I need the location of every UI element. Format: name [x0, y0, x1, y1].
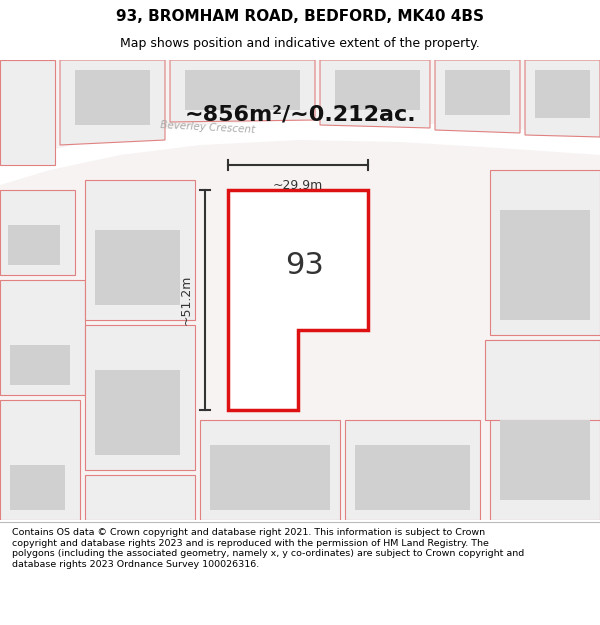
Polygon shape [320, 60, 430, 128]
Polygon shape [95, 230, 180, 305]
Text: ~51.2m: ~51.2m [180, 275, 193, 325]
Polygon shape [435, 60, 520, 133]
Polygon shape [10, 345, 70, 385]
Polygon shape [170, 60, 315, 122]
Polygon shape [490, 170, 600, 335]
Polygon shape [355, 445, 470, 510]
Polygon shape [500, 420, 590, 500]
Polygon shape [0, 60, 55, 165]
Polygon shape [75, 70, 150, 125]
Polygon shape [525, 60, 600, 137]
Polygon shape [445, 70, 510, 115]
Polygon shape [200, 420, 340, 520]
Polygon shape [95, 370, 180, 455]
Polygon shape [85, 325, 195, 470]
Text: Contains OS data © Crown copyright and database right 2021. This information is : Contains OS data © Crown copyright and d… [12, 528, 524, 569]
Polygon shape [0, 190, 75, 275]
Polygon shape [85, 475, 195, 520]
Polygon shape [485, 340, 600, 420]
Polygon shape [500, 210, 590, 320]
Polygon shape [8, 225, 60, 265]
Polygon shape [210, 445, 330, 510]
Text: Beverley Crescent: Beverley Crescent [160, 119, 256, 134]
Polygon shape [228, 190, 368, 410]
Polygon shape [490, 340, 600, 520]
Text: 93, BROMHAM ROAD, BEDFORD, MK40 4BS: 93, BROMHAM ROAD, BEDFORD, MK40 4BS [116, 9, 484, 24]
Polygon shape [345, 420, 480, 520]
Polygon shape [0, 400, 80, 520]
Polygon shape [0, 120, 600, 185]
Polygon shape [535, 70, 590, 118]
Polygon shape [0, 60, 600, 520]
Text: ~856m²/~0.212ac.: ~856m²/~0.212ac. [184, 105, 416, 125]
Polygon shape [10, 465, 65, 510]
Text: 93: 93 [286, 251, 325, 279]
Polygon shape [0, 280, 85, 395]
Polygon shape [85, 180, 195, 320]
Polygon shape [335, 70, 420, 110]
Polygon shape [185, 70, 300, 110]
Text: ~29.9m: ~29.9m [273, 179, 323, 192]
Text: Map shows position and indicative extent of the property.: Map shows position and indicative extent… [120, 37, 480, 50]
Polygon shape [60, 60, 165, 145]
